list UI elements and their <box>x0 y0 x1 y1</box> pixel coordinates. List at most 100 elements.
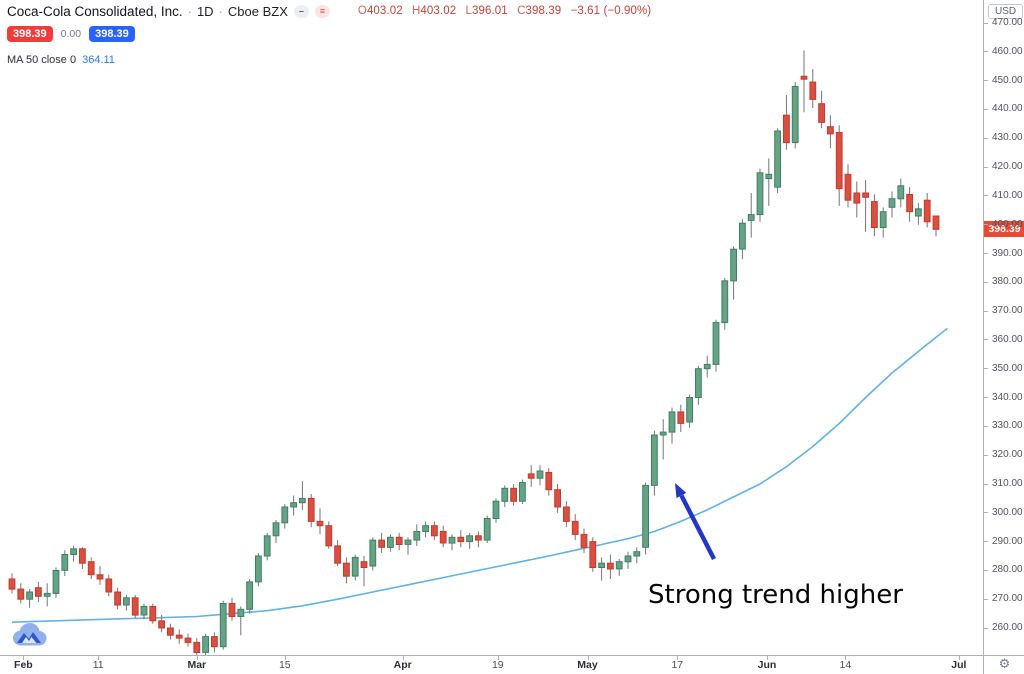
candle[interactable] <box>932 215 940 230</box>
interval-label[interactable]: 1D <box>196 3 214 19</box>
candle[interactable] <box>747 214 755 221</box>
candle[interactable] <box>897 185 905 200</box>
candle[interactable] <box>35 587 42 597</box>
candle[interactable] <box>466 535 474 543</box>
candle[interactable] <box>439 531 447 544</box>
sell-price-button[interactable]: 398.39 <box>7 26 53 42</box>
candle[interactable] <box>739 222 746 250</box>
candle[interactable] <box>202 636 209 653</box>
candle[interactable] <box>395 536 403 545</box>
candle[interactable] <box>475 535 482 541</box>
candle[interactable] <box>686 397 694 423</box>
candle[interactable] <box>906 193 914 213</box>
candle[interactable] <box>677 411 685 424</box>
candle[interactable] <box>835 132 843 190</box>
time-axis[interactable]: Feb 11 Mar 15 Apr 19 May 17 Jun 14 Jul <box>0 655 983 674</box>
candle[interactable] <box>105 578 113 593</box>
candle[interactable] <box>343 562 350 577</box>
ma-indicator-label[interactable]: MA 50 close 0 <box>7 54 77 66</box>
candle[interactable] <box>871 201 878 229</box>
candle[interactable] <box>703 363 711 370</box>
candle[interactable] <box>519 482 526 502</box>
candle[interactable] <box>422 525 430 533</box>
candle[interactable] <box>818 103 826 123</box>
candle[interactable] <box>554 489 562 508</box>
candle[interactable] <box>184 637 192 643</box>
candle[interactable] <box>378 539 386 548</box>
candle[interactable] <box>263 535 271 557</box>
candle[interactable] <box>281 506 289 524</box>
candle[interactable] <box>563 506 570 522</box>
candle[interactable] <box>923 199 931 223</box>
candle[interactable] <box>131 597 139 616</box>
candle[interactable] <box>299 497 306 504</box>
delayed-data-icon[interactable]: ≡ <box>314 4 330 18</box>
candle[interactable] <box>70 548 77 556</box>
price-chart[interactable] <box>0 0 983 655</box>
candle[interactable] <box>237 608 245 617</box>
market-status-icon[interactable]: – <box>293 4 309 18</box>
candle[interactable] <box>844 173 852 201</box>
candle[interactable] <box>730 248 738 282</box>
candle[interactable] <box>607 562 614 570</box>
candle[interactable] <box>783 114 790 144</box>
candle[interactable] <box>536 470 544 479</box>
candle[interactable] <box>79 548 86 564</box>
candle[interactable] <box>246 581 253 610</box>
gear-icon[interactable]: ⚙ <box>998 657 1011 672</box>
candle[interactable] <box>915 208 922 217</box>
candle[interactable] <box>800 75 808 80</box>
candle[interactable] <box>598 562 606 569</box>
candle[interactable] <box>756 172 764 216</box>
candle[interactable] <box>87 561 95 576</box>
candle[interactable] <box>809 81 817 100</box>
candle[interactable] <box>765 173 773 180</box>
exchange-label[interactable]: Cboe BZX <box>227 3 288 19</box>
candle[interactable] <box>651 434 658 486</box>
candle[interactable] <box>774 130 782 188</box>
candle[interactable] <box>457 536 465 543</box>
candle[interactable] <box>8 578 16 590</box>
candle[interactable] <box>791 85 799 144</box>
candle[interactable] <box>193 641 201 654</box>
candle[interactable] <box>325 525 333 547</box>
candle[interactable] <box>633 551 641 557</box>
candle[interactable] <box>211 636 218 648</box>
candle[interactable] <box>360 561 368 569</box>
candle[interactable] <box>624 555 632 563</box>
candle[interactable] <box>369 539 377 567</box>
candle[interactable] <box>307 497 315 522</box>
trend-arrow-head[interactable] <box>675 483 687 498</box>
candle[interactable] <box>527 473 535 479</box>
candle[interactable] <box>615 561 623 570</box>
candle[interactable] <box>827 126 834 135</box>
candle[interactable] <box>580 533 588 548</box>
candle[interactable] <box>589 541 597 568</box>
last-price-badge[interactable]: 398.39 <box>984 221 1024 238</box>
candle[interactable] <box>26 591 34 600</box>
candle[interactable] <box>448 536 456 544</box>
candle[interactable] <box>175 634 183 639</box>
candle[interactable] <box>43 592 51 597</box>
candle[interactable] <box>862 192 870 198</box>
candle[interactable] <box>853 192 861 204</box>
candle[interactable] <box>290 502 298 508</box>
candle[interactable] <box>140 605 148 616</box>
candle[interactable] <box>510 487 518 502</box>
candle[interactable] <box>492 500 500 520</box>
candle[interactable] <box>167 627 174 636</box>
candle[interactable] <box>114 591 121 606</box>
candle[interactable] <box>545 471 553 491</box>
candle[interactable] <box>431 525 438 537</box>
candle[interactable] <box>571 520 579 535</box>
candle[interactable] <box>96 574 104 580</box>
candle[interactable] <box>695 368 702 399</box>
candle[interactable] <box>659 431 667 436</box>
candle[interactable] <box>123 597 130 606</box>
candle[interactable] <box>158 620 165 629</box>
candle[interactable] <box>668 411 676 433</box>
candle[interactable] <box>351 556 359 577</box>
chart-plot-area[interactable]: Strong trend higher <box>0 0 983 655</box>
candle[interactable] <box>712 322 720 365</box>
candle[interactable] <box>483 518 491 541</box>
